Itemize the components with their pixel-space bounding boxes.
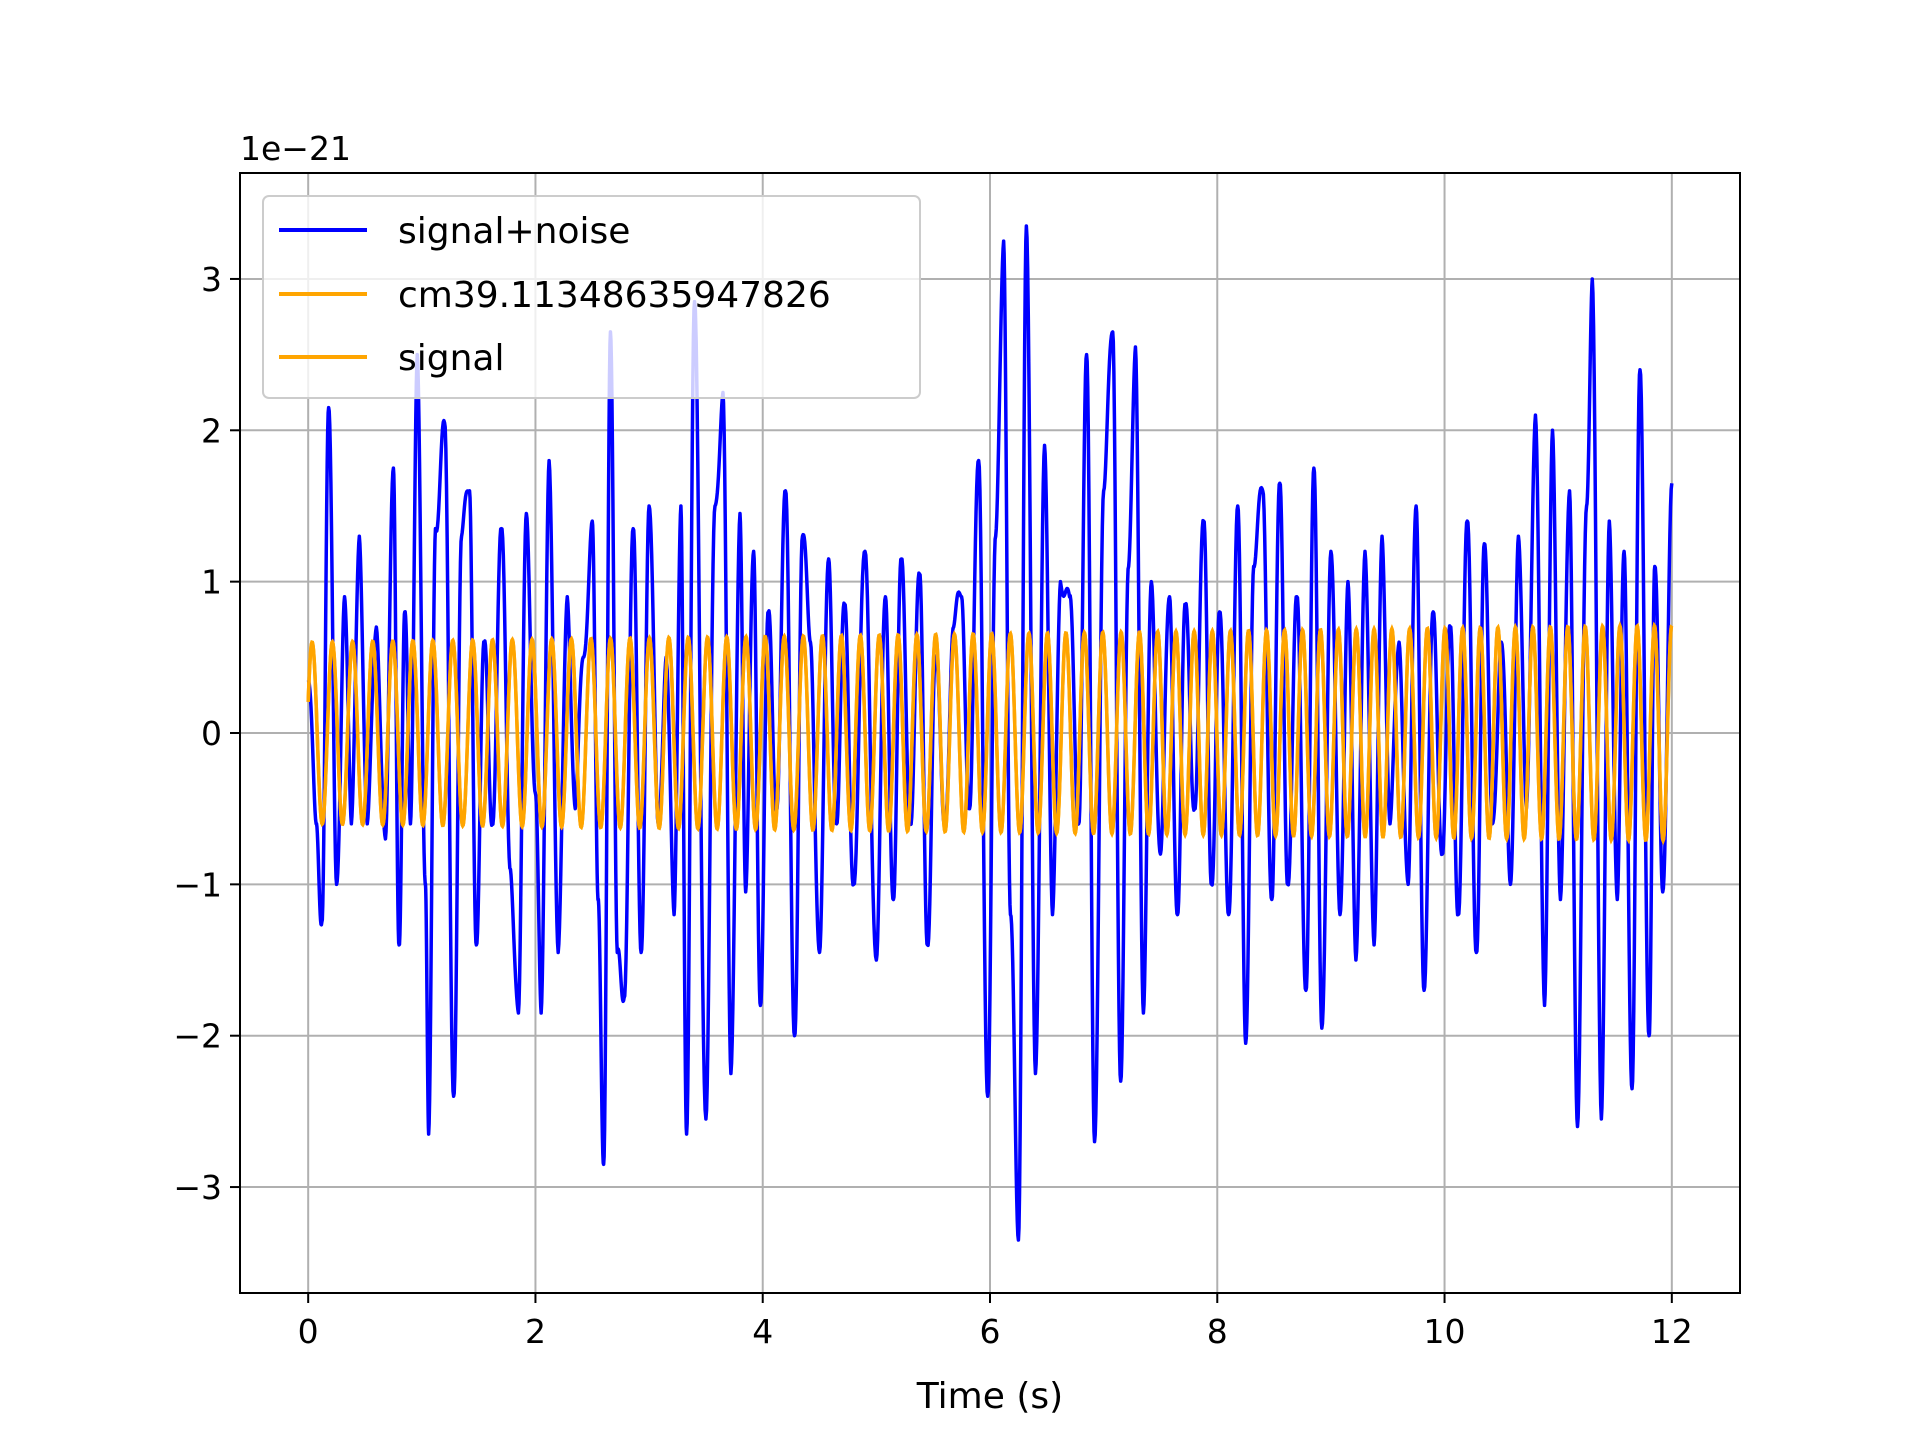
legend: signal+noise cm39.11348635947826 signal (262, 195, 921, 399)
y-tick-label: −3 (173, 1168, 222, 1207)
x-tick-label: 12 (1651, 1312, 1693, 1351)
y-tick-label: 0 (201, 714, 222, 753)
legend-frame (262, 195, 921, 399)
legend-label-signal-noise: signal+noise (398, 211, 630, 252)
x-axis-label: Time (s) (916, 1376, 1063, 1417)
y-offset-label: 1e−21 (240, 129, 351, 168)
x-tick-label: 4 (752, 1312, 773, 1351)
series-layer (306, 224, 1674, 1242)
x-tick-label: 10 (1424, 1312, 1466, 1351)
x-tick-label: 8 (1207, 1312, 1228, 1351)
legend-label-signal: signal (398, 338, 505, 379)
series-line-signal-noise (306, 224, 1674, 1242)
x-tick-label: 2 (525, 1312, 546, 1351)
legend-label-cm: cm39.11348635947826 (398, 275, 831, 316)
y-tick-label: −2 (173, 1017, 222, 1056)
x-tick-label: 0 (298, 1312, 319, 1351)
y-tick-label: 3 (201, 260, 222, 299)
y-tick-label: 1 (201, 563, 222, 602)
y-tick-label: −1 (173, 865, 222, 904)
y-tick-label: 2 (201, 411, 222, 450)
series-line-signal (306, 621, 1674, 846)
x-tick-label: 6 (980, 1312, 1001, 1351)
